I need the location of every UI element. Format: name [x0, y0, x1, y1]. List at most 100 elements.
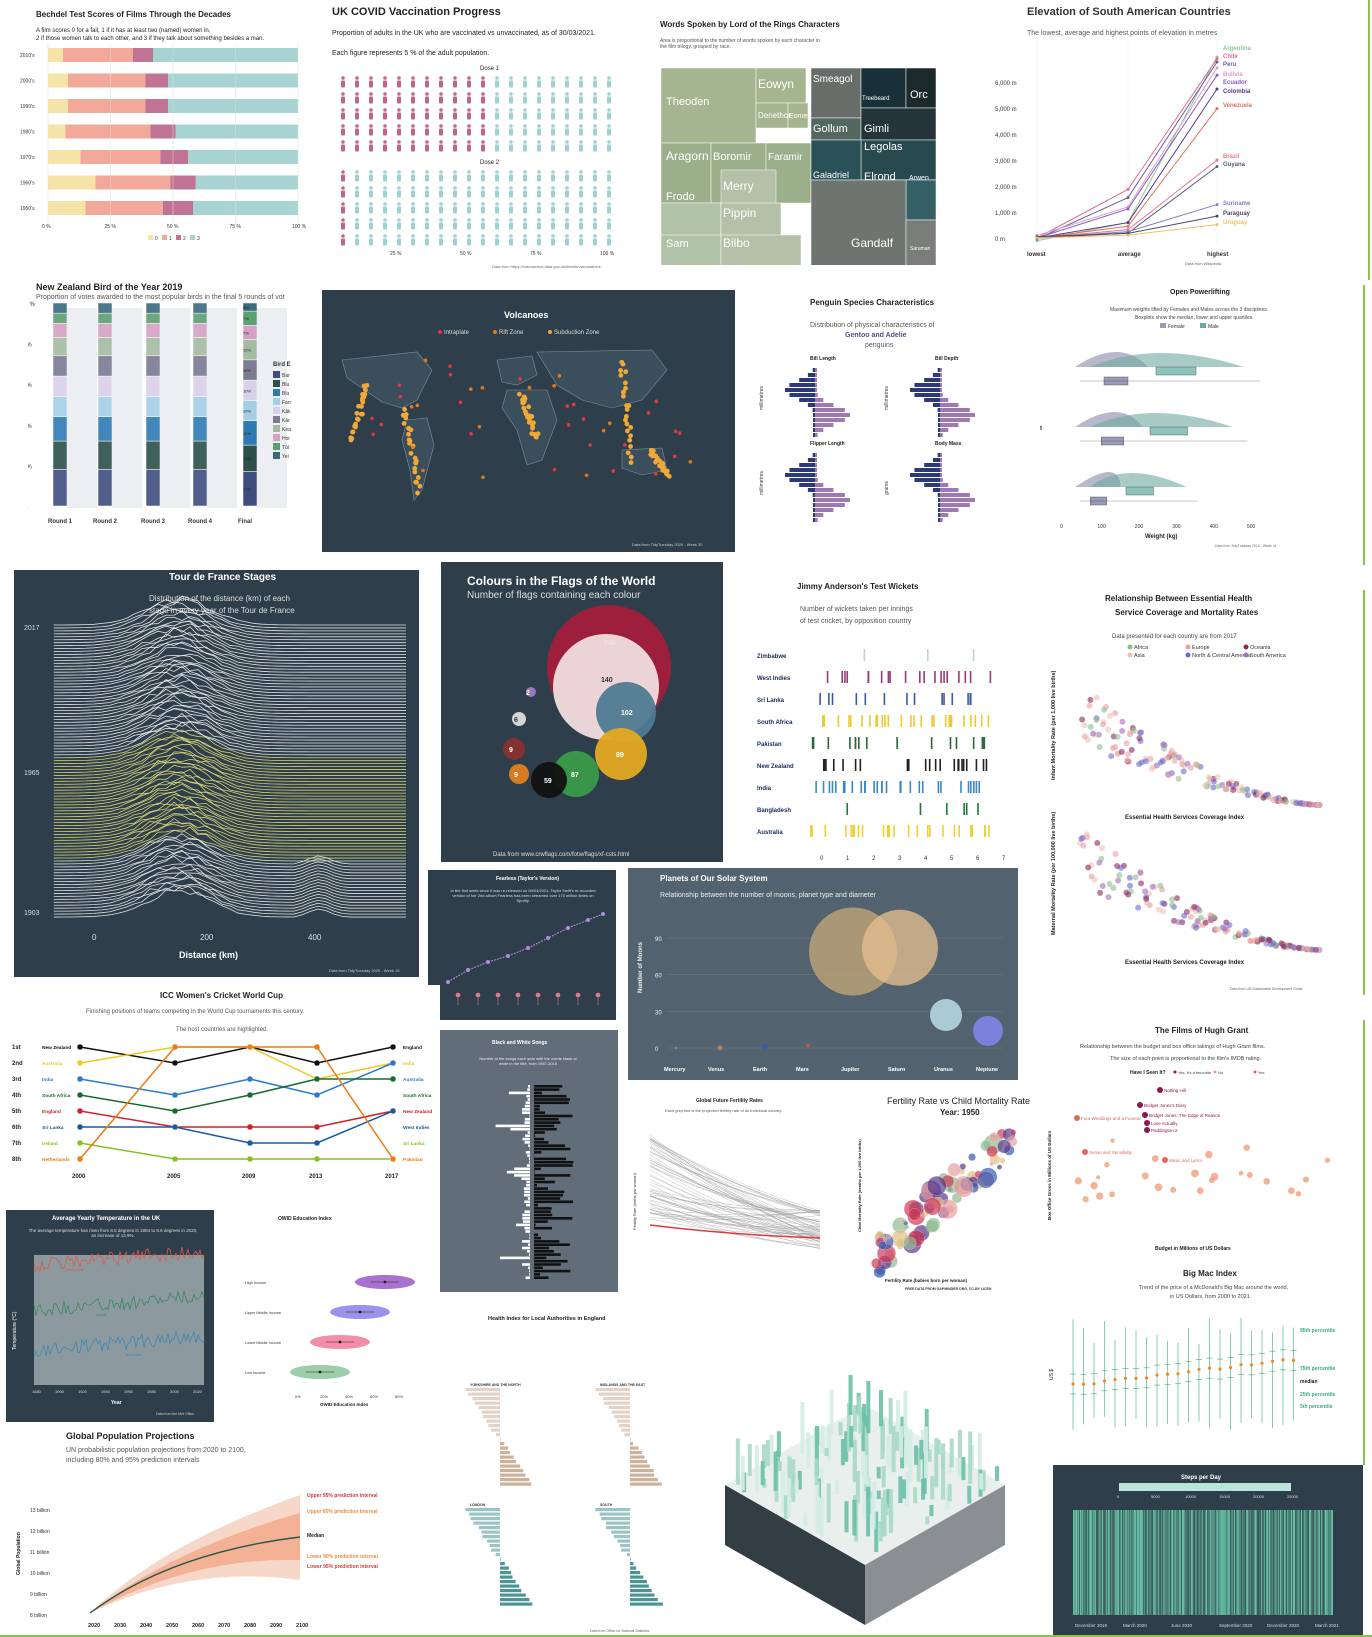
health-point [1290, 944, 1297, 951]
lotr-cell [905, 219, 937, 265]
covid-figure-head [593, 218, 597, 222]
steps-day [1270, 1510, 1271, 1615]
steps-legend-tick: 15000 [1219, 1494, 1231, 1499]
steps-day [1075, 1510, 1076, 1615]
covid-figure-head [551, 92, 555, 96]
health-point [1278, 940, 1285, 947]
covid-figure-head [341, 218, 345, 222]
bw-black-bar [534, 1085, 563, 1088]
volcano-point [584, 473, 589, 478]
covid-figure-body [425, 238, 429, 246]
planets-name: Venus [708, 1067, 724, 1073]
covid-figure-body [355, 190, 359, 198]
pop-xtick: 2060 [192, 1623, 204, 1629]
covid-figure-body [523, 96, 527, 104]
bigmac-median [1239, 1363, 1243, 1367]
wc-right-team: New Zealand [403, 1109, 432, 1115]
penguin-gentoo-bar [940, 378, 942, 382]
volcano-point [601, 428, 606, 433]
hi-bar [481, 1410, 500, 1414]
penguin-gentoo-bar [815, 368, 817, 372]
planets-name: Saturn [888, 1067, 906, 1073]
covid-figure-body [369, 96, 373, 104]
hughgrant-panel: The Films of Hugh Grant Relationship bet… [1045, 1020, 1365, 1265]
covid-figure-body [551, 238, 555, 246]
penguin-adelie-bar [938, 428, 940, 432]
volcano-point [624, 428, 630, 434]
bw-white-bar [526, 1203, 530, 1207]
hi-bar [495, 1553, 500, 1557]
covid-figure-body [579, 206, 583, 214]
ff-country-line [649, 1207, 821, 1216]
nz-bar [52, 323, 68, 338]
covid-figure-body [565, 96, 569, 104]
steps-day [1298, 1510, 1299, 1615]
ff-country-line [649, 1137, 821, 1230]
hi-bar [500, 1473, 526, 1477]
bw-black-bar [534, 1094, 567, 1098]
covid-figure-body [565, 174, 569, 182]
anderson-tick [832, 759, 835, 771]
covid-figure-head [467, 140, 471, 144]
hg-legend-label: No [1218, 1070, 1224, 1075]
population-title: Global Population Projections [66, 1431, 195, 1441]
gap-bubble [953, 1177, 974, 1198]
hi-region: MIDLANDS AND THE EAST [600, 1383, 646, 1387]
anderson-tick [907, 825, 910, 837]
volcano-point [516, 391, 522, 397]
steps-day [1180, 1510, 1181, 1615]
steps-day [1121, 1510, 1122, 1615]
tour-ridge [53, 743, 406, 773]
covid-figure-body [593, 128, 597, 136]
iso-column [916, 1448, 921, 1482]
covid-figure-head [551, 108, 555, 112]
volcano-point [448, 372, 453, 377]
health-legend-dot [1127, 644, 1133, 650]
covid-figure-body [355, 222, 359, 230]
covid-figure-body [397, 206, 401, 214]
pop-xtick: 2030 [114, 1623, 126, 1629]
health-point [1155, 906, 1162, 913]
penguin-adelie-bar [938, 513, 940, 517]
covid-figure-body [411, 190, 415, 198]
tour-ridge [53, 773, 406, 803]
tour-ridge [53, 762, 406, 791]
covid-figure-body [607, 96, 611, 104]
bechdel-bar [153, 48, 298, 62]
bw-black-bar [534, 1141, 549, 1144]
penguin-gentoo-bar [940, 433, 943, 437]
anderson-tick [842, 759, 844, 771]
lotr-label: Pippin [723, 206, 756, 220]
steps-day [1136, 1510, 1137, 1615]
covid-figure-head [607, 108, 611, 112]
health-point [1093, 716, 1100, 723]
volcano-point [415, 490, 420, 496]
bw-black-bar [534, 1187, 548, 1190]
steps-day [1234, 1510, 1235, 1615]
fearless-lollipop-head [475, 992, 481, 998]
volcano-point [623, 417, 628, 423]
anderson-tick [859, 759, 862, 771]
elev-ytick: 6,000 m [995, 81, 1017, 87]
steps-title: Steps per Day [1181, 1475, 1222, 1481]
bechdel-bar [48, 99, 68, 113]
tour-ridge [53, 841, 406, 871]
covid-figure-head [369, 124, 373, 128]
volcano-point [527, 385, 532, 390]
bechdel-bar [175, 124, 298, 139]
health-point [1116, 872, 1123, 879]
gap-bubble [977, 1171, 995, 1189]
covid-figure-head [439, 218, 443, 222]
covid-figure-body [495, 174, 499, 182]
nz-legend-swatch [273, 434, 280, 441]
lotr-label: Saruman [910, 246, 931, 252]
bigmac-median [1134, 1376, 1138, 1380]
steps-day [1265, 1510, 1266, 1615]
covid-figure-head [523, 170, 527, 174]
covid-figure-body [369, 80, 373, 88]
steps-day [1313, 1510, 1314, 1615]
volcano-legend-dot [493, 330, 497, 334]
covid-figure-head [425, 92, 429, 96]
tour-ridge [53, 855, 406, 885]
covid-figure-head [523, 124, 527, 128]
